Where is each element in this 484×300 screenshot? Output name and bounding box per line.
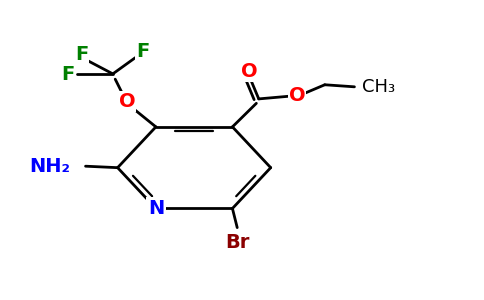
Text: O: O [119,92,136,111]
Text: CH₃: CH₃ [362,78,395,96]
Text: F: F [75,45,89,64]
Text: F: F [61,65,75,84]
Text: N: N [148,199,164,218]
Text: N: N [148,199,164,218]
Text: NH₂: NH₂ [29,157,70,176]
Text: O: O [241,62,257,81]
Text: Br: Br [225,233,249,253]
Text: O: O [289,86,305,106]
Text: F: F [136,42,150,61]
